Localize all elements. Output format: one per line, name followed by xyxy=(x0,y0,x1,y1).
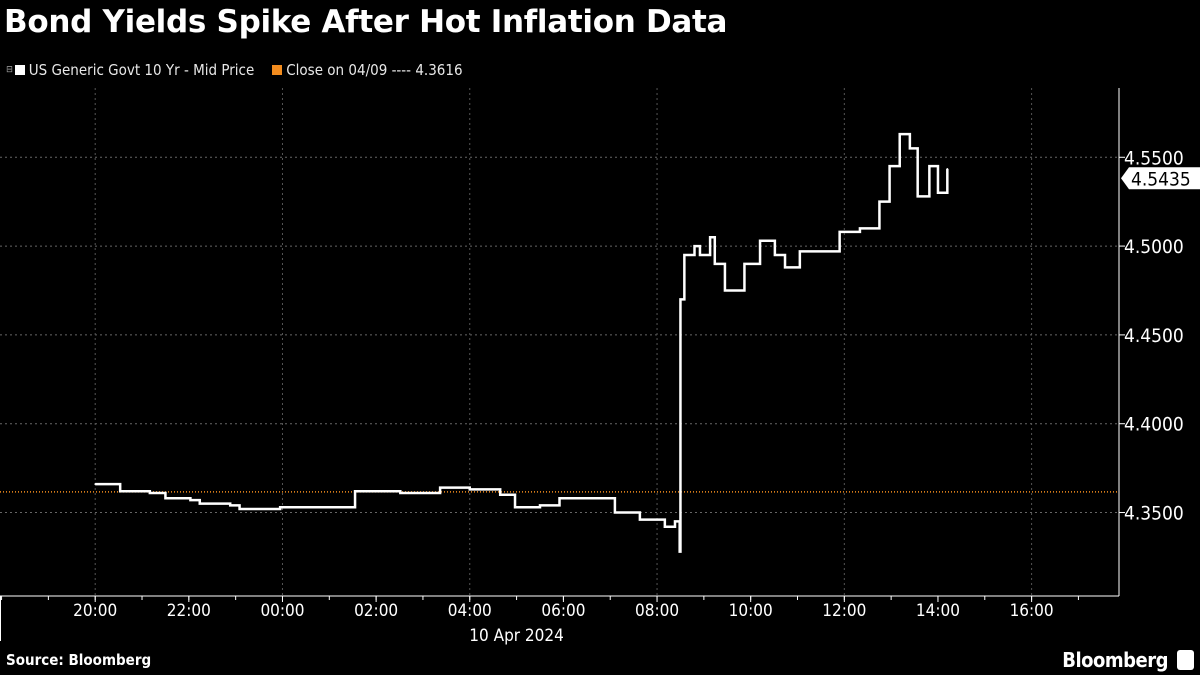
legend-series-label: US Generic Govt 10 Yr - Mid Price xyxy=(28,61,255,79)
data-point xyxy=(614,511,616,514)
bloomberg-icon xyxy=(1177,650,1194,670)
data-point xyxy=(229,504,231,507)
y-tick-label: 4.5000 xyxy=(1124,236,1184,258)
data-point xyxy=(279,506,281,508)
data-point xyxy=(198,502,201,505)
data-point xyxy=(639,518,641,521)
x-tick-label: 14:00 xyxy=(916,601,960,621)
data-point xyxy=(189,499,192,501)
data-point xyxy=(946,168,949,170)
data-point xyxy=(679,298,682,301)
data-point xyxy=(713,263,716,265)
data-point xyxy=(439,486,441,489)
data-point xyxy=(674,520,676,523)
data-point xyxy=(238,508,241,510)
x-tick-label: 20:00 xyxy=(73,601,117,621)
data-point xyxy=(774,254,776,256)
x-tick-label: 22:00 xyxy=(167,601,211,621)
data-point xyxy=(699,254,701,256)
data-point xyxy=(539,504,541,507)
data-point xyxy=(859,227,861,230)
data-point xyxy=(94,483,97,485)
data-point xyxy=(888,165,891,167)
data-point xyxy=(878,200,881,203)
x-tick-label: 16:00 xyxy=(1010,601,1054,621)
data-point xyxy=(514,506,516,508)
data-point xyxy=(664,525,666,528)
data-point xyxy=(916,195,919,198)
data-point xyxy=(709,236,711,239)
chart-title: Bond Yields Spike After Hot Inflation Da… xyxy=(4,4,728,40)
data-point xyxy=(119,490,121,493)
data-point xyxy=(693,245,696,247)
data-point xyxy=(499,493,501,496)
y-tick-label: 4.5500 xyxy=(1124,147,1184,169)
data-point xyxy=(743,263,746,265)
data-point xyxy=(784,266,786,269)
data-point xyxy=(468,488,471,491)
data-point xyxy=(348,506,351,508)
legend-close-label: Close on 04/09 ---- 4.3616 xyxy=(286,61,463,79)
data-point xyxy=(734,289,736,292)
data-point xyxy=(399,492,402,494)
data-point xyxy=(818,250,821,253)
data-point xyxy=(149,492,151,494)
data-point xyxy=(724,289,726,292)
legend: ⊟ US Generic Govt 10 Yr - Mid Price Clos… xyxy=(6,61,463,79)
series-line xyxy=(95,132,949,553)
data-point xyxy=(838,231,841,233)
x-tick-label: 08:00 xyxy=(635,601,679,621)
data-point xyxy=(599,497,601,500)
x-tick-label: 02:00 xyxy=(354,601,398,621)
x-tick-label: 00:00 xyxy=(260,601,304,621)
data-point xyxy=(799,250,801,253)
data-point xyxy=(928,165,931,167)
data-point xyxy=(558,497,561,500)
x-tick-label: 04:00 xyxy=(448,601,492,621)
x-tick-label: 12:00 xyxy=(822,601,866,621)
data-point xyxy=(759,239,761,242)
legend-collapse-icon[interactable]: ⊟ xyxy=(6,65,13,75)
data-point xyxy=(909,147,911,150)
data-point xyxy=(354,490,356,493)
last-value-label: 4.5435 xyxy=(1131,168,1191,190)
data-point xyxy=(678,550,681,553)
brand-logo: Bloomberg xyxy=(1062,648,1168,672)
data-point xyxy=(937,191,939,194)
legend-swatch-close xyxy=(272,65,283,75)
y-tick-label: 4.4000 xyxy=(1124,414,1184,436)
data-point xyxy=(164,497,167,500)
data-point xyxy=(898,133,901,135)
source-note: Source: Bloomberg xyxy=(6,651,152,669)
x-sublabel: 10 Apr 2024 xyxy=(469,626,564,646)
x-tick-label: 10:00 xyxy=(729,601,773,621)
last-value-badge xyxy=(1121,167,1200,190)
data-point xyxy=(683,254,686,256)
y-tick-label: 4.4500 xyxy=(1124,325,1184,347)
legend-swatch-series xyxy=(14,65,25,75)
x-tick-label: 06:00 xyxy=(541,601,585,621)
y-tick-label: 4.3500 xyxy=(1124,503,1184,525)
